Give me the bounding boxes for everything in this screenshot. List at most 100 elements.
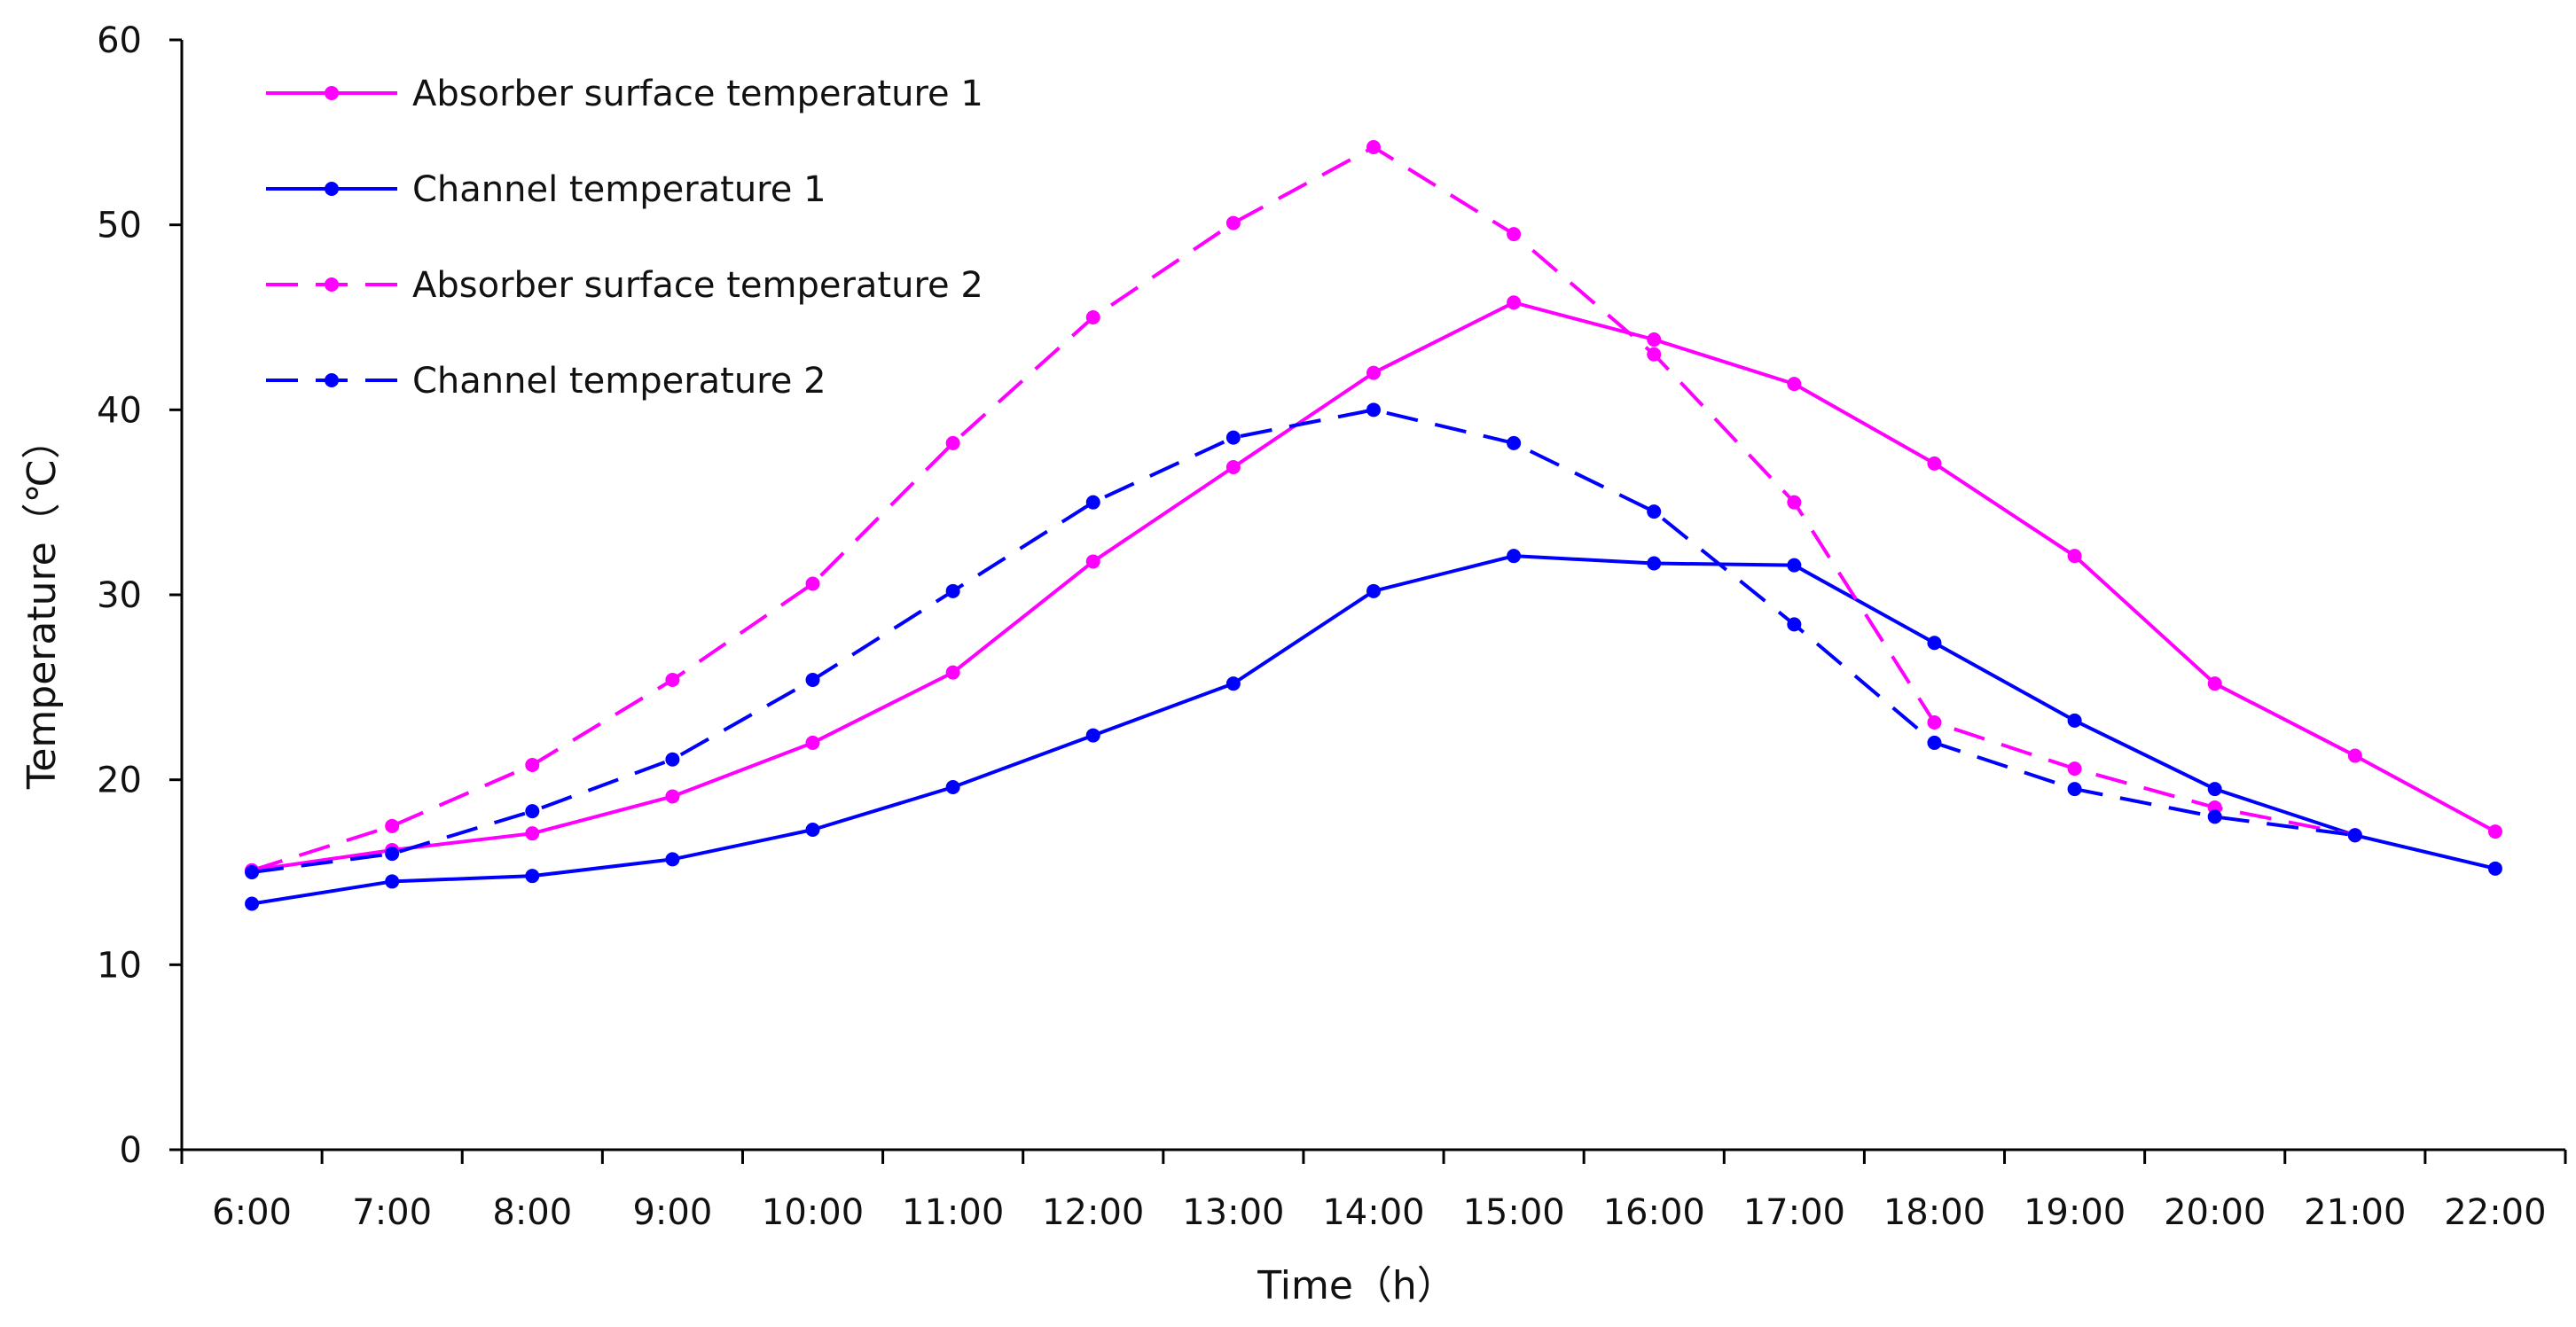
legend-entry: Absorber surface temperature 2 (266, 265, 983, 306)
data-point (2207, 809, 2222, 824)
x-tick-label: 22:00 (2444, 1192, 2546, 1233)
data-point (1927, 714, 1942, 730)
x-tick-label: 10:00 (762, 1192, 864, 1233)
x-tick-label: 15:00 (1462, 1192, 1564, 1233)
data-point (525, 757, 540, 772)
data-point (1787, 558, 1802, 573)
axes: 0 10 20 30 40 50 60 6:00 7:00 8:00 9:00 10:00 11:00 1… (97, 20, 2567, 1233)
legend-label: Absorber surface temperature 2 (412, 265, 983, 306)
legend-marker (325, 86, 339, 100)
data-point (1366, 402, 1381, 418)
data-point (665, 672, 680, 687)
data-point (1225, 215, 1241, 230)
data-point (1647, 332, 1662, 347)
data-point (665, 752, 680, 767)
data-point (945, 435, 960, 450)
legend-entry: Absorber surface temperature 1 (266, 74, 983, 114)
x-tick-label: 12:00 (1042, 1192, 1144, 1233)
data-point (1366, 140, 1381, 155)
data-point (1647, 556, 1662, 571)
data-point (525, 869, 540, 884)
y-tick-label: 50 (97, 206, 142, 246)
data-point (1085, 728, 1100, 743)
x-tick-label: 14:00 (1322, 1192, 1424, 1233)
data-point (1225, 676, 1241, 691)
legend-label: Absorber surface temperature 1 (412, 74, 983, 114)
data-point (1787, 377, 1802, 392)
series-line (251, 145, 2356, 872)
x-tick-label: 6:00 (212, 1192, 292, 1233)
data-point (1225, 460, 1241, 475)
data-point (1507, 435, 1522, 450)
data-point (805, 823, 820, 838)
data-point (525, 826, 540, 841)
legend-entry: Channel temperature 2 (266, 361, 826, 402)
data-point (945, 583, 960, 598)
series-line (251, 408, 2356, 874)
x-tick-label: 13:00 (1182, 1192, 1284, 1233)
series-3 (245, 140, 2362, 878)
series-layer (245, 140, 2502, 911)
x-tick-label: 7:00 (352, 1192, 432, 1233)
data-point (1366, 365, 1381, 380)
x-tick-label: 18:00 (1883, 1192, 1985, 1233)
data-point (1927, 456, 1942, 471)
data-point (385, 847, 400, 862)
y-tick-label: 40 (97, 390, 142, 431)
legend-label: Channel temperature 1 (412, 169, 826, 210)
data-point (1787, 617, 1802, 632)
x-tick-label: 11:00 (902, 1192, 1004, 1233)
y-tick-label: 20 (97, 761, 142, 801)
data-point (2347, 828, 2362, 843)
data-point (1225, 430, 1241, 445)
data-point (2067, 782, 2082, 797)
data-point (1085, 495, 1100, 510)
legend: Absorber surface temperature 1 Channel te… (266, 74, 983, 402)
data-point (385, 818, 400, 833)
data-point (945, 665, 960, 680)
y-axis-title: Temperature（℃） (20, 420, 65, 790)
x-tick-label: 19:00 (2024, 1192, 2126, 1233)
y-tick-label: 60 (97, 20, 142, 61)
y-tick-label: 0 (120, 1130, 142, 1171)
data-point (945, 780, 960, 795)
data-point (1647, 504, 1662, 519)
series-2 (245, 549, 2502, 911)
data-point (2067, 761, 2082, 777)
x-tick-label: 9:00 (632, 1192, 712, 1233)
data-point (805, 576, 820, 591)
x-axis-title: Time（h） (1257, 1263, 1456, 1308)
data-point (1507, 227, 1522, 242)
data-point (385, 874, 400, 889)
legend-marker (325, 182, 339, 196)
x-tick-label: 20:00 (2164, 1192, 2266, 1233)
data-point (2067, 549, 2082, 564)
data-point (2207, 782, 2222, 797)
data-point (2347, 748, 2362, 763)
data-point (1787, 495, 1802, 510)
y-tick-label: 30 (97, 575, 142, 616)
data-point (1927, 636, 1942, 651)
data-point (2487, 824, 2502, 839)
data-point (245, 896, 260, 911)
data-point (1366, 583, 1381, 598)
data-point (1647, 347, 1662, 362)
legend-label: Channel temperature 2 (412, 361, 826, 402)
x-tick-label: 17:00 (1743, 1192, 1845, 1233)
data-point (1085, 554, 1100, 569)
data-point (805, 735, 820, 750)
data-point (805, 672, 820, 687)
data-point (245, 865, 260, 879)
data-point (665, 852, 680, 867)
legend-marker (325, 373, 339, 387)
data-point (665, 789, 680, 804)
data-point (1085, 310, 1100, 324)
data-point (525, 804, 540, 819)
x-tick-label: 16:00 (1603, 1192, 1705, 1233)
data-point (1507, 295, 1522, 310)
legend-entry: Channel temperature 1 (266, 169, 826, 210)
x-tick-label: 8:00 (492, 1192, 572, 1233)
data-point (2487, 861, 2502, 876)
data-point (1507, 549, 1522, 564)
